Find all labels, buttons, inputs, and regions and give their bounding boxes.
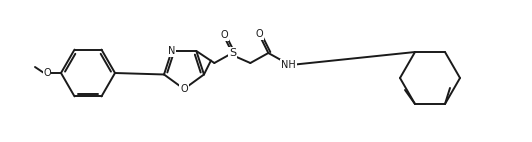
Text: NH: NH bbox=[281, 60, 296, 70]
Text: N: N bbox=[168, 46, 176, 56]
Text: O: O bbox=[221, 30, 228, 40]
Text: O: O bbox=[255, 29, 263, 39]
Text: O: O bbox=[43, 68, 51, 78]
Text: S: S bbox=[229, 48, 236, 58]
Text: O: O bbox=[180, 84, 188, 94]
